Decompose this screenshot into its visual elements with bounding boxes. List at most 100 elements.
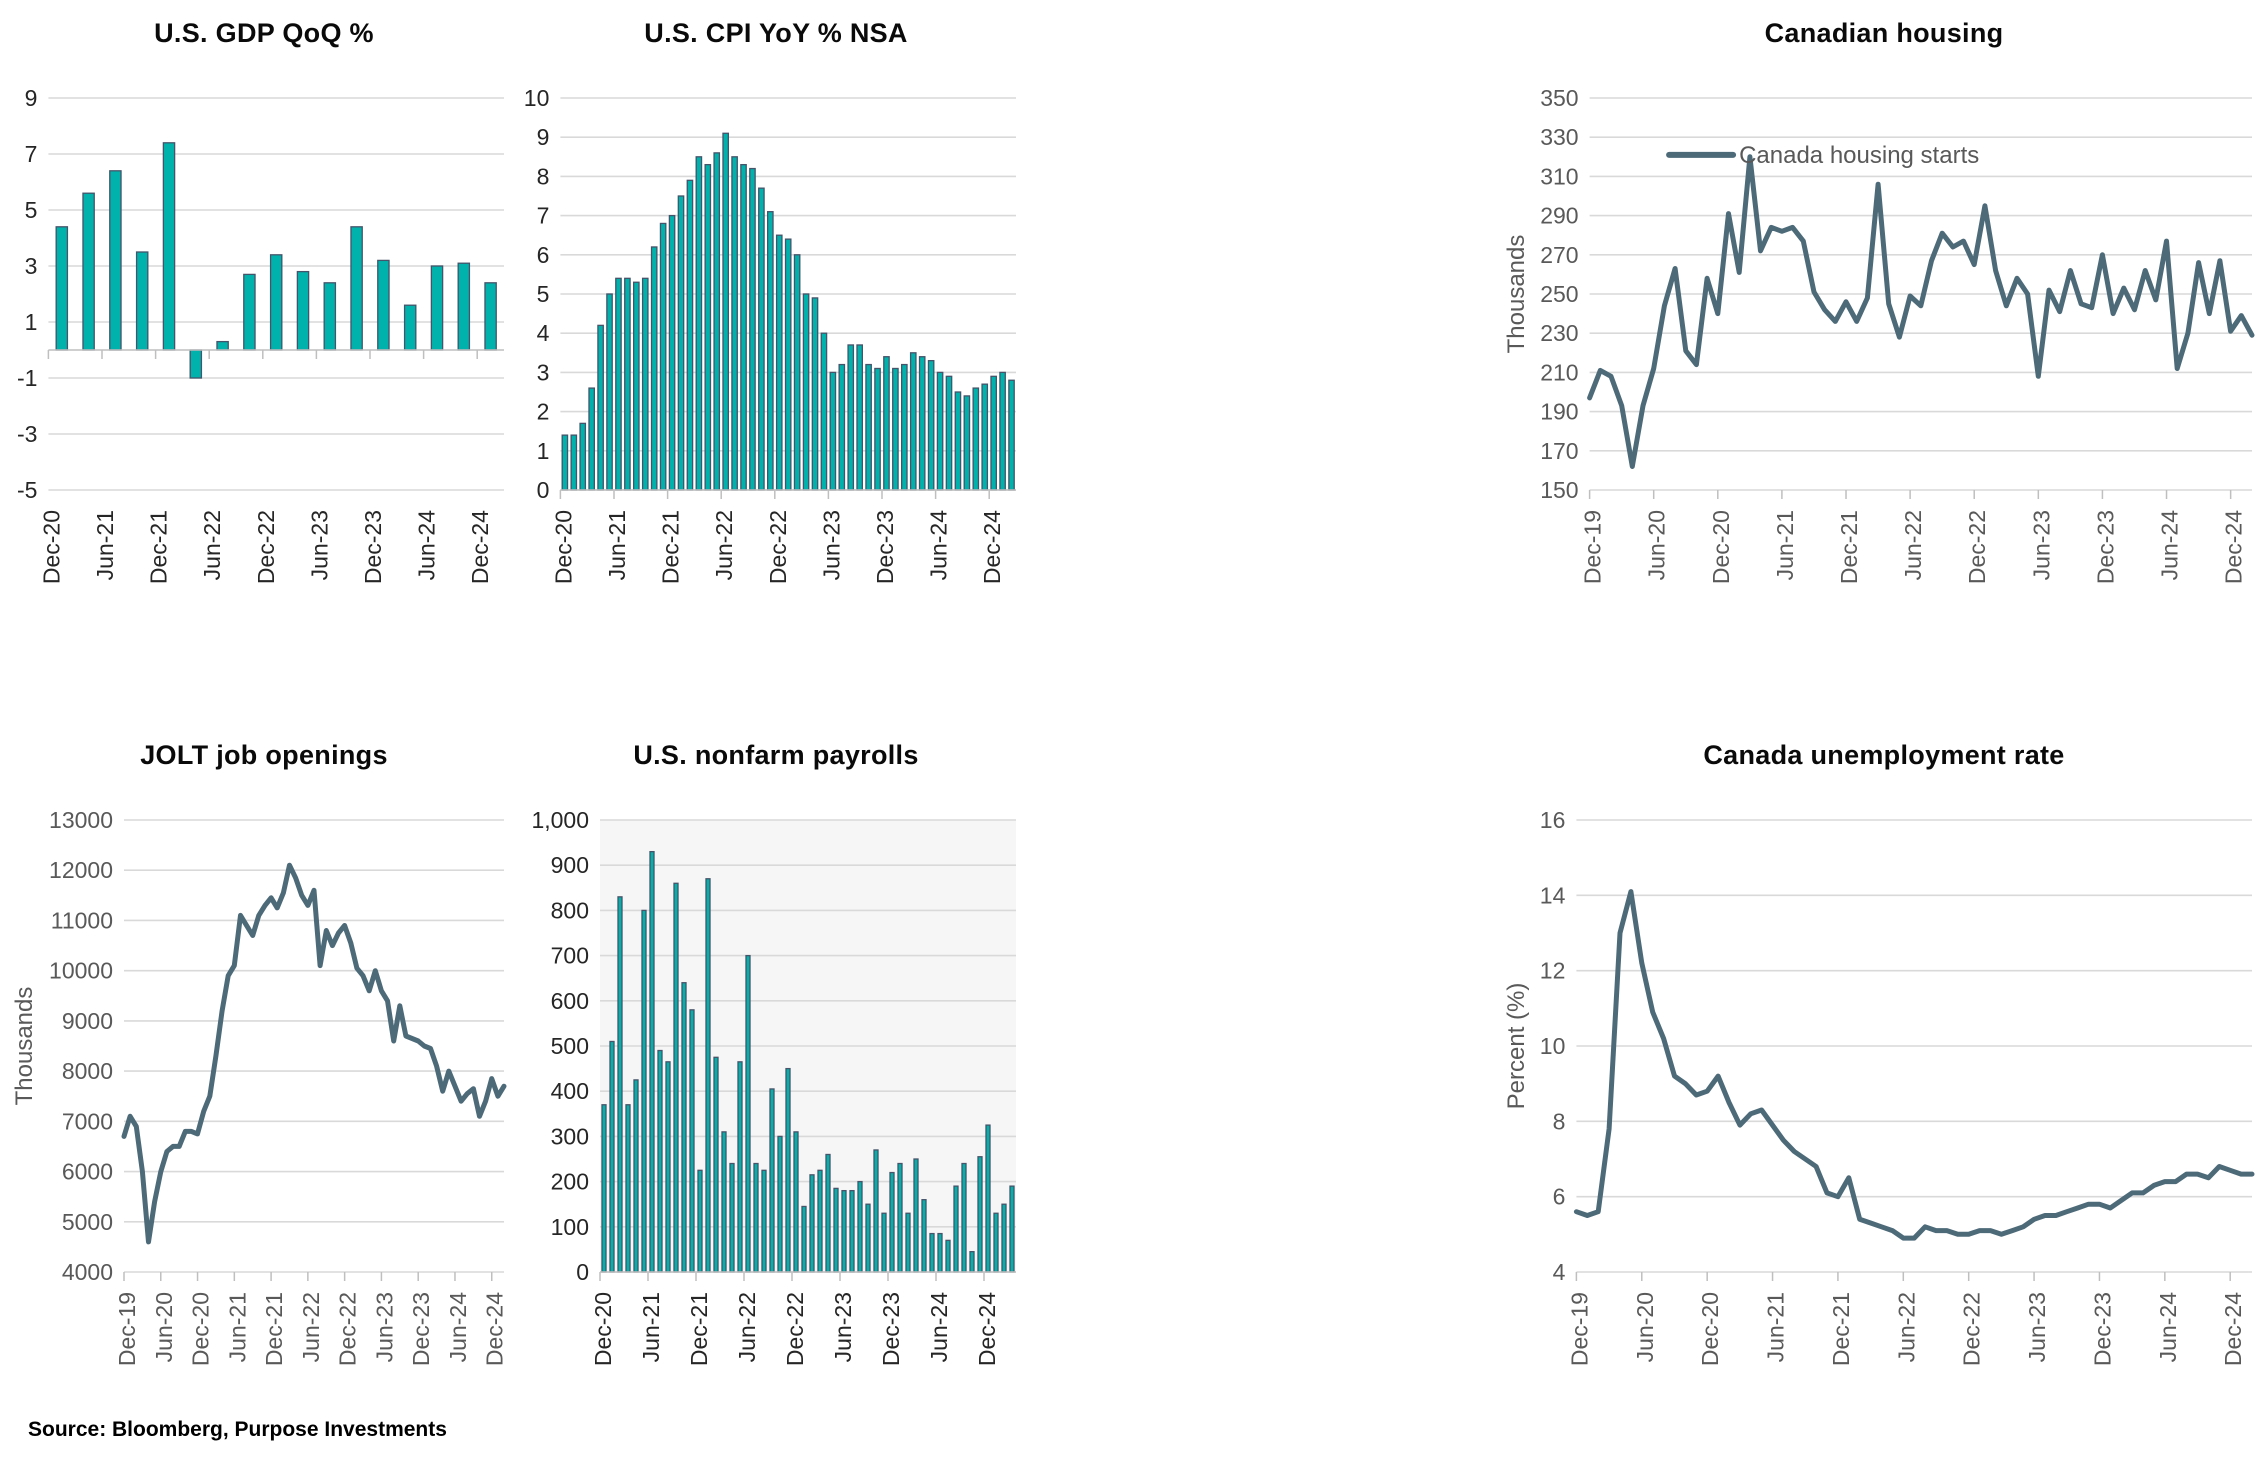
svg-text:9: 9 — [537, 124, 550, 150]
panel-us-gdp: U.S. GDP QoQ % 9 7 5 3 1 -1 -3 -5 Dec-20 Jun-21 De… — [8, 0, 520, 730]
svg-text:Dec-23: Dec-23 — [2092, 510, 2118, 584]
svg-text:Dec-20: Dec-20 — [1708, 510, 1734, 584]
svg-text:Dec-20: Dec-20 — [590, 1292, 616, 1366]
svg-text:Dec-22: Dec-22 — [782, 1292, 808, 1366]
nonfarm-plot-area: 1,000 900 800 700 600 500 400 300 200 100 0 Dec-20 J… — [520, 784, 1032, 1384]
svg-text:Dec-20: Dec-20 — [550, 510, 576, 584]
svg-text:270: 270 — [1540, 242, 1578, 268]
svg-text:150: 150 — [1540, 477, 1578, 503]
panel-us-nonfarm-payrolls: U.S. nonfarm payrolls 1,000 900 800 700 600 5… — [520, 730, 1032, 1402]
svg-text:Jun-24: Jun-24 — [926, 510, 952, 581]
svg-text:310: 310 — [1540, 163, 1578, 189]
svg-text:12: 12 — [1540, 958, 1566, 984]
unemployment-chart-svg: 16 14 12 10 8 6 4 Percent (%) Dec-19 Jun-20 Dec-20… — [1503, 807, 2255, 1366]
svg-text:Dec-22: Dec-22 — [765, 510, 791, 584]
svg-text:1: 1 — [537, 438, 550, 464]
svg-text:Canada housing starts: Canada housing starts — [1739, 142, 1979, 169]
svg-text:-5: -5 — [17, 477, 37, 503]
svg-text:6000: 6000 — [62, 1159, 113, 1185]
housing-plot-area: 350 330 310 290 270 250 230 210 190 170 150 Thousan… — [1500, 62, 2268, 602]
svg-text:Dec-19: Dec-19 — [1566, 1292, 1592, 1366]
svg-text:Thousands: Thousands — [11, 987, 38, 1106]
svg-text:14: 14 — [1540, 882, 1566, 908]
svg-text:Jun-22: Jun-22 — [1893, 1292, 1919, 1362]
svg-text:Dec-20: Dec-20 — [188, 1292, 214, 1366]
svg-text:Dec-23: Dec-23 — [2089, 1292, 2115, 1366]
svg-text:8: 8 — [1553, 1108, 1566, 1134]
svg-text:Dec-21: Dec-21 — [658, 510, 684, 584]
svg-text:Jun-24: Jun-24 — [926, 1292, 952, 1363]
svg-text:300: 300 — [551, 1123, 589, 1149]
svg-text:10: 10 — [1540, 1033, 1566, 1059]
svg-text:4: 4 — [1553, 1259, 1566, 1285]
svg-text:Dec-23: Dec-23 — [360, 510, 386, 584]
svg-text:-1: -1 — [17, 365, 37, 391]
svg-text:Dec-24: Dec-24 — [2221, 510, 2247, 584]
svg-text:Dec-19: Dec-19 — [1580, 510, 1606, 584]
svg-text:1,000: 1,000 — [531, 807, 589, 833]
svg-text:330: 330 — [1540, 124, 1578, 150]
svg-text:100: 100 — [551, 1214, 589, 1240]
gdp-chart-title: U.S. GDP QoQ % — [154, 18, 374, 48]
svg-text:8: 8 — [537, 163, 550, 189]
svg-text:Dec-24: Dec-24 — [467, 510, 493, 584]
svg-text:5: 5 — [25, 197, 38, 223]
svg-text:Dec-21: Dec-21 — [1828, 1292, 1854, 1366]
svg-text:13000: 13000 — [49, 807, 113, 833]
svg-text:3: 3 — [25, 253, 38, 279]
housing-chart-svg: 350 330 310 290 270 250 230 210 190 170 150 Thousan… — [1503, 85, 2255, 584]
housing-chart-title: Canadian housing — [1764, 18, 2004, 48]
svg-text:Dec-24: Dec-24 — [974, 1292, 1000, 1366]
svg-text:10: 10 — [524, 85, 550, 111]
svg-text:5000: 5000 — [62, 1209, 113, 1235]
svg-text:Jun-24: Jun-24 — [414, 510, 440, 581]
svg-text:Dec-22: Dec-22 — [1964, 510, 1990, 584]
gdp-plot-area: 9 7 5 3 1 -1 -3 -5 Dec-20 Jun-21 Dec-21 Jun-22 Dec-2… — [8, 62, 520, 602]
svg-text:190: 190 — [1540, 399, 1578, 425]
svg-text:Dec-24: Dec-24 — [482, 1292, 508, 1366]
svg-text:16: 16 — [1540, 807, 1566, 833]
svg-text:350: 350 — [1540, 85, 1578, 111]
cpi-plot-area: 10 9 8 7 6 5 4 3 2 1 0 Dec-20 Jun-21 Dec-21 Jun-22 Dec-… — [520, 62, 1032, 602]
svg-text:Dec-22: Dec-22 — [335, 1292, 361, 1366]
svg-text:4: 4 — [537, 320, 550, 346]
svg-text:Jun-23: Jun-23 — [306, 510, 332, 580]
svg-text:Jun-23: Jun-23 — [830, 1292, 856, 1362]
panel-jolt-job-openings: JOLT job openings 13000 12000 11000 10000 90… — [8, 730, 520, 1402]
svg-text:Dec-23: Dec-23 — [408, 1292, 434, 1366]
svg-text:Jun-23: Jun-23 — [818, 510, 844, 580]
svg-text:Dec-24: Dec-24 — [2220, 1292, 2246, 1366]
svg-text:Thousands: Thousands — [1503, 235, 1530, 354]
svg-text:Dec-20: Dec-20 — [1697, 1292, 1723, 1366]
svg-text:Jun-20: Jun-20 — [1632, 1292, 1658, 1362]
svg-text:Jun-21: Jun-21 — [1772, 510, 1798, 580]
svg-text:500: 500 — [551, 1033, 589, 1059]
svg-text:290: 290 — [1540, 203, 1578, 229]
svg-text:Dec-23: Dec-23 — [878, 1292, 904, 1366]
svg-text:Jun-22: Jun-22 — [1900, 510, 1926, 580]
svg-text:700: 700 — [551, 943, 589, 969]
svg-text:Jun-22: Jun-22 — [199, 510, 225, 580]
svg-text:Jun-24: Jun-24 — [2155, 1292, 2181, 1363]
svg-text:-3: -3 — [17, 421, 37, 447]
svg-text:Jun-24: Jun-24 — [2157, 510, 2183, 581]
svg-text:Percent (%): Percent (%) — [1503, 983, 1530, 1110]
svg-text:Dec-21: Dec-21 — [261, 1292, 287, 1366]
unemployment-chart-title: Canada unemployment rate — [1703, 740, 2065, 770]
panel-canadian-housing: Canadian housing 350 330 310 290 270 250 230 21… — [1500, 0, 2268, 730]
svg-text:Jun-22: Jun-22 — [298, 1292, 324, 1362]
svg-text:7: 7 — [25, 141, 38, 167]
svg-text:4000: 4000 — [62, 1259, 113, 1285]
svg-text:Jun-20: Jun-20 — [1644, 510, 1670, 580]
svg-text:Jun-23: Jun-23 — [2028, 510, 2054, 580]
unemployment-plot-area: 16 14 12 10 8 6 4 Percent (%) Dec-19 Jun-20 Dec-20… — [1500, 784, 2268, 1384]
svg-text:170: 170 — [1540, 438, 1578, 464]
svg-text:200: 200 — [551, 1169, 589, 1195]
svg-text:12000: 12000 — [49, 857, 113, 883]
source-note: Source: Bloomberg, Purpose Investments — [28, 1418, 447, 1441]
svg-text:0: 0 — [576, 1259, 589, 1285]
svg-text:Dec-21: Dec-21 — [686, 1292, 712, 1366]
